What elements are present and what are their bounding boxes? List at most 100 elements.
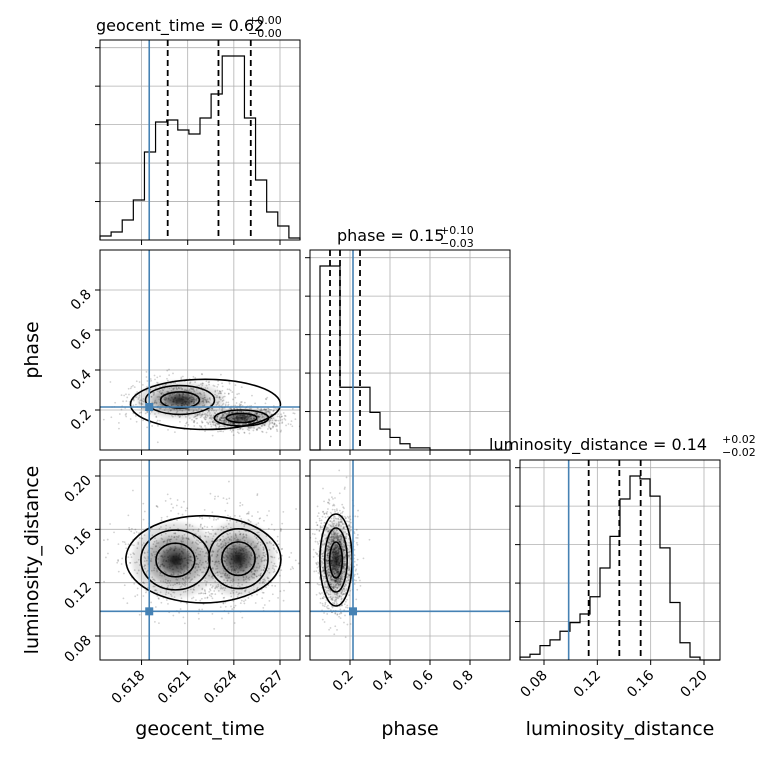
sample-point (348, 524, 351, 527)
sample-point (214, 495, 216, 498)
sample-point (340, 521, 343, 523)
sample-point (328, 628, 330, 631)
sample-point (234, 384, 237, 387)
sample-point (211, 612, 214, 615)
sample-point (117, 570, 120, 573)
sample-point (343, 486, 346, 489)
tick-label-x: 0.624 (201, 667, 241, 707)
sample-point (356, 588, 359, 591)
sample-point (235, 402, 238, 404)
sample-point (230, 595, 233, 598)
sample-point (239, 501, 242, 504)
sample-point (344, 614, 346, 617)
sample-point (336, 509, 338, 512)
sample-point (348, 541, 351, 544)
axes-frame (309, 249, 511, 451)
sample-point (318, 592, 321, 594)
sample-point (257, 426, 260, 429)
sample-point (201, 527, 204, 530)
sample-point (222, 402, 225, 405)
sample-point (198, 592, 200, 595)
sample-point (318, 529, 321, 532)
sample-point (259, 427, 262, 430)
tick-label-x: 0.627 (247, 668, 287, 708)
sample-point (158, 622, 160, 624)
sample-point (205, 416, 208, 419)
sample-point (247, 512, 250, 515)
sample-point (355, 541, 358, 544)
sample-point (135, 531, 138, 533)
sample-point (345, 589, 348, 592)
contour-level (323, 527, 348, 593)
sample-point (241, 616, 244, 619)
sample-point (145, 376, 148, 378)
sample-point (252, 429, 255, 432)
sample-point (127, 514, 130, 517)
tick-label-y: 0.12 (61, 579, 94, 612)
sample-point (176, 499, 179, 501)
sample-point (166, 515, 169, 518)
histogram-luminosity_distance (519, 475, 720, 661)
sample-point (321, 618, 324, 621)
sample-point (198, 617, 200, 620)
sample-point (353, 573, 356, 576)
sample-point (291, 425, 294, 428)
axes-frame (309, 459, 511, 661)
sample-point (239, 404, 242, 407)
sample-point (315, 521, 318, 524)
sample-point (149, 378, 152, 380)
sample-point (211, 434, 214, 437)
sample-point (283, 417, 286, 420)
sample-point (204, 414, 207, 417)
sample-point (261, 431, 264, 433)
sample-point (182, 616, 185, 619)
contour-level (328, 541, 344, 579)
sample-point (203, 417, 206, 420)
diag-panel-phase (305, 249, 511, 455)
sample-point (217, 380, 220, 382)
sample-point (356, 543, 359, 546)
sample-point (262, 607, 265, 609)
sample-point (157, 382, 159, 385)
sample-point (256, 593, 258, 596)
contour-outer (319, 513, 353, 607)
sample-point (179, 608, 182, 610)
sample-point (164, 500, 167, 502)
sample-point (132, 544, 135, 547)
sample-point (272, 410, 275, 413)
sample-point (157, 424, 159, 427)
sample-point (206, 596, 209, 599)
sample-point (336, 613, 339, 616)
sample-point (221, 389, 224, 392)
sample-point (140, 411, 142, 414)
sample-point (333, 633, 336, 636)
sample-point (213, 498, 216, 500)
sample-point (345, 476, 348, 479)
sample-point (255, 428, 258, 431)
sample-point (208, 516, 211, 519)
density-shading (322, 520, 350, 600)
sample-point (272, 409, 275, 412)
sample-point (234, 604, 237, 607)
sample-point (346, 515, 349, 518)
sample-point (146, 380, 149, 382)
sample-point (263, 409, 266, 411)
sample-point (125, 412, 128, 415)
sample-point (224, 605, 227, 608)
sample-point (117, 560, 120, 562)
sample-point (356, 537, 359, 539)
sample-point (196, 422, 199, 424)
sample-point (327, 607, 330, 610)
sample-point (339, 617, 342, 620)
tick-label-x: 0.6 (410, 667, 437, 694)
sample-point (315, 562, 318, 565)
sample-point (267, 410, 270, 412)
sample-point (266, 514, 269, 517)
sample-point (95, 386, 97, 388)
sample-point (233, 622, 236, 624)
sample-point (316, 541, 319, 543)
sample-point (167, 428, 169, 431)
sample-point (246, 428, 249, 431)
sample-point (203, 525, 206, 528)
